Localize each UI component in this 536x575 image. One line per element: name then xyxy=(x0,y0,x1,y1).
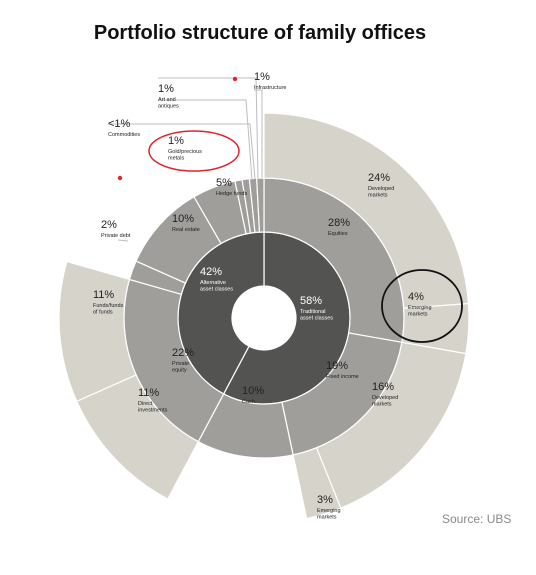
category-label-art-and-antiques-11: Art and antiques xyxy=(158,97,179,110)
leader-line-3 xyxy=(254,89,263,178)
source-note: Source: UBS xyxy=(442,512,512,526)
category-label-cash-4: Cash xyxy=(242,399,255,405)
value-label-infrastructure-12: 1% xyxy=(254,71,270,83)
value-label-direct-investments-18: 11% xyxy=(138,387,159,399)
value-label-gold-precious-metals-9: 1% xyxy=(168,135,184,147)
leader-line-0 xyxy=(158,99,253,181)
value-label-emerging-markets-16: 3% xyxy=(317,494,333,506)
category-label-emerging-markets-16: Emerging markets xyxy=(317,508,341,521)
category-label-real-estate-7: Real estate xyxy=(172,227,200,233)
category-label-fixed-income-3: Fixed income xyxy=(326,374,359,380)
category-label-emerging-markets-14: Emerging markets xyxy=(408,305,432,318)
value-label-alternative-asset-classes-1: 42% xyxy=(200,266,222,278)
leader-line-1 xyxy=(108,123,256,180)
value-label-real-estate-7: 10% xyxy=(172,213,194,225)
annotation-red-dot-0 xyxy=(232,76,238,82)
category-label-infrastructure-12: Infrastructure xyxy=(254,85,286,91)
annotations xyxy=(117,76,463,343)
value-label-art-and-antiques-11: 1% xyxy=(158,83,174,95)
value-label-traditional-asset-classes-0: 58% xyxy=(300,295,322,307)
chart-title: Portfolio structure of family offices xyxy=(93,22,427,44)
annotation-red-dot-1 xyxy=(117,175,123,181)
value-label-emerging-markets-14: 4% xyxy=(408,291,424,303)
segment-direct-investments-18 xyxy=(75,374,200,500)
category-label-gold-precious-metals-9: Gold/precious metals xyxy=(168,149,202,162)
category-label-alternative-asset-classes-1: Alternative asset classes xyxy=(200,280,233,293)
value-label-funds-funds-of-funds-17: 11% xyxy=(93,289,114,301)
value-label-equities-2: 28% xyxy=(328,217,350,229)
segment-emerging-markets-16 xyxy=(292,447,342,520)
annotation-red-circle xyxy=(148,130,240,172)
category-label-commodities-10: Commodities xyxy=(108,132,140,138)
category-label-private-debt-6: Private debt xyxy=(101,233,131,239)
category-label-private-equity-5: Private equity xyxy=(172,361,189,374)
category-label-traditional-asset-classes-0: Traditional asset classes xyxy=(300,309,333,322)
value-label-developed-markets-13: 24% xyxy=(368,172,390,184)
category-label-funds-funds-of-funds-17: Funds/funds of funds xyxy=(93,303,124,316)
value-label-fixed-income-3: 19% xyxy=(326,360,348,372)
annotation-black-circle xyxy=(381,269,463,343)
category-label-equities-2: Equities xyxy=(328,231,348,237)
rings-group xyxy=(58,112,470,520)
category-label-developed-markets-13: Developed markets xyxy=(368,186,394,199)
leader-line-4 xyxy=(117,239,129,242)
leader-lines xyxy=(108,77,263,242)
segment-labels: 58% Traditional asset classes 42% Alternativ… xyxy=(93,71,432,521)
category-label-developed-markets-15: Developed markets xyxy=(372,395,398,408)
value-label-private-equity-5: 22% xyxy=(172,347,194,359)
value-label-cash-4: 10% xyxy=(242,385,264,397)
leader-line-2 xyxy=(158,77,259,179)
category-label-hedge-funds-8: Hedge funds xyxy=(216,191,247,197)
segment-infrastructure-12 xyxy=(256,177,265,233)
value-label-developed-markets-15: 16% xyxy=(372,381,394,393)
value-label-private-debt-6: 2% xyxy=(101,219,117,231)
segment-funds-funds-of-funds-17 xyxy=(58,260,137,403)
value-label-hedge-funds-8: 5% xyxy=(216,177,232,189)
value-label-commodities-10: <1% xyxy=(108,118,131,130)
category-label-direct-investments-18: Direct investments xyxy=(138,401,168,414)
